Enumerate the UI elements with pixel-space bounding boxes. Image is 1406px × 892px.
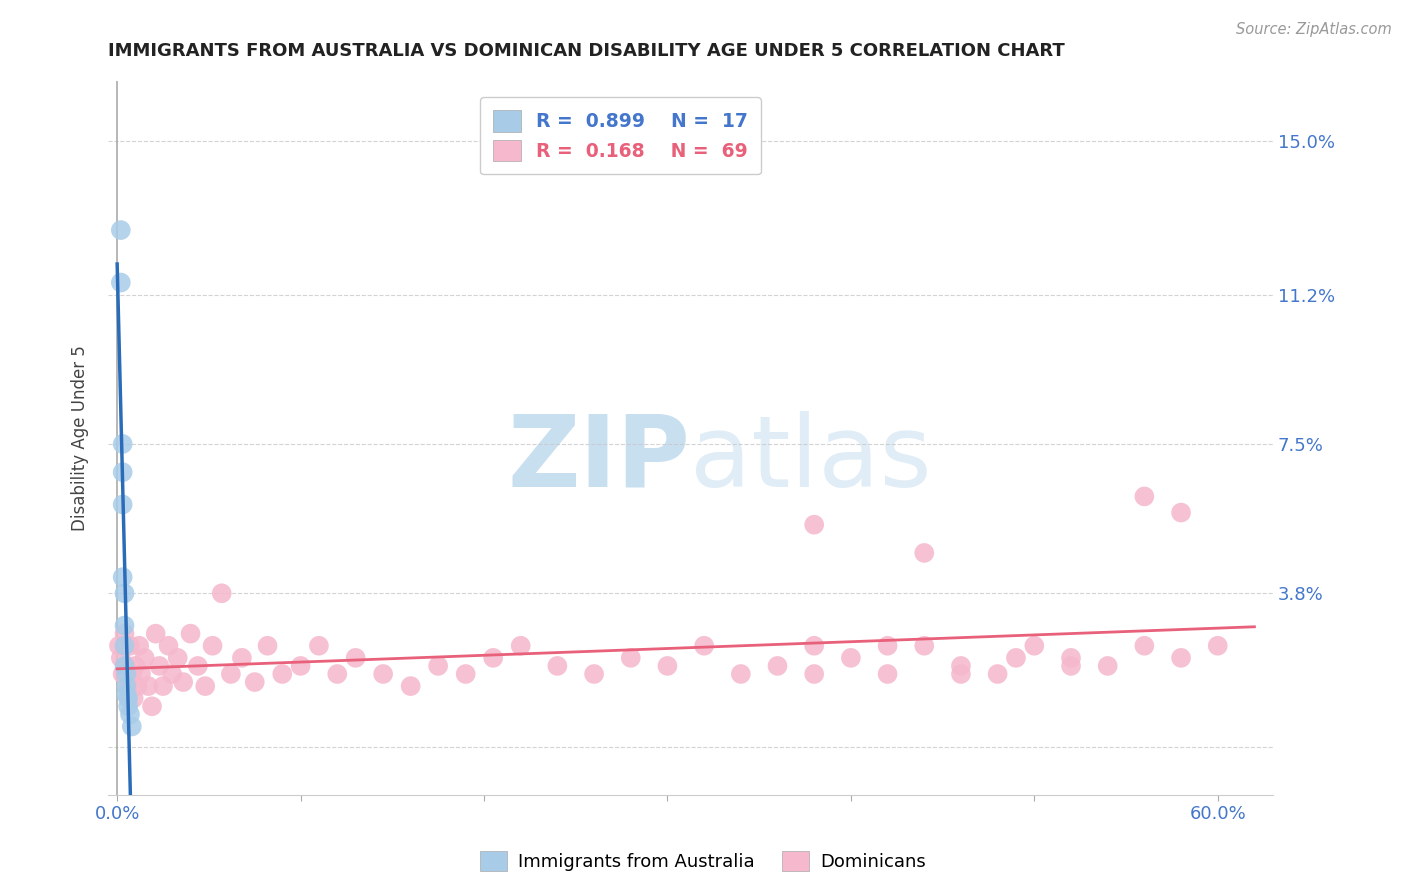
Text: ZIP: ZIP bbox=[508, 411, 690, 508]
Text: Source: ZipAtlas.com: Source: ZipAtlas.com bbox=[1236, 22, 1392, 37]
Point bbox=[1170, 506, 1192, 520]
Point bbox=[949, 659, 972, 673]
Point bbox=[111, 570, 134, 584]
Point bbox=[134, 651, 156, 665]
Point bbox=[110, 223, 132, 237]
Point bbox=[111, 465, 134, 479]
Point bbox=[803, 517, 825, 532]
Point bbox=[114, 639, 136, 653]
Point bbox=[620, 651, 643, 665]
Point bbox=[172, 675, 194, 690]
Point bbox=[114, 659, 136, 673]
Text: atlas: atlas bbox=[690, 411, 932, 508]
Point bbox=[912, 639, 935, 653]
Point bbox=[427, 659, 450, 673]
Point bbox=[124, 659, 146, 673]
Point bbox=[583, 667, 606, 681]
Point bbox=[110, 276, 132, 290]
Point bbox=[129, 667, 152, 681]
Point bbox=[949, 667, 972, 681]
Point bbox=[166, 651, 188, 665]
Point bbox=[1060, 651, 1083, 665]
Point bbox=[121, 719, 143, 733]
Y-axis label: Disability Age Under 5: Disability Age Under 5 bbox=[72, 345, 89, 531]
Point bbox=[111, 437, 134, 451]
Point bbox=[1097, 659, 1119, 673]
Point bbox=[115, 687, 138, 701]
Point bbox=[187, 659, 209, 673]
Point bbox=[803, 639, 825, 653]
Point bbox=[693, 639, 716, 653]
Point bbox=[987, 667, 1010, 681]
Point bbox=[766, 659, 789, 673]
Point bbox=[839, 651, 862, 665]
Point bbox=[114, 586, 136, 600]
Point bbox=[118, 639, 141, 653]
Legend: R =  0.899    N =  17, R =  0.168    N =  69: R = 0.899 N = 17, R = 0.168 N = 69 bbox=[479, 97, 761, 174]
Point bbox=[117, 679, 139, 693]
Point bbox=[160, 667, 183, 681]
Point bbox=[308, 639, 330, 653]
Point bbox=[115, 679, 138, 693]
Point bbox=[454, 667, 477, 681]
Point bbox=[194, 679, 217, 693]
Point bbox=[115, 659, 138, 673]
Point bbox=[111, 667, 134, 681]
Point bbox=[271, 667, 294, 681]
Point bbox=[201, 639, 224, 653]
Point bbox=[509, 639, 531, 653]
Point bbox=[876, 639, 898, 653]
Point bbox=[1024, 639, 1046, 653]
Point bbox=[1005, 651, 1028, 665]
Point bbox=[546, 659, 568, 673]
Point bbox=[114, 626, 136, 640]
Legend: Immigrants from Australia, Dominicans: Immigrants from Australia, Dominicans bbox=[474, 844, 932, 879]
Point bbox=[399, 679, 422, 693]
Point bbox=[482, 651, 505, 665]
Point bbox=[122, 691, 145, 706]
Point bbox=[118, 707, 141, 722]
Point bbox=[127, 679, 149, 693]
Point bbox=[108, 639, 131, 653]
Point bbox=[1133, 490, 1156, 504]
Point bbox=[1206, 639, 1229, 653]
Point bbox=[231, 651, 253, 665]
Point bbox=[157, 639, 180, 653]
Point bbox=[326, 667, 349, 681]
Point bbox=[138, 679, 160, 693]
Point bbox=[243, 675, 266, 690]
Point bbox=[128, 639, 150, 653]
Point bbox=[141, 699, 163, 714]
Point bbox=[876, 667, 898, 681]
Point bbox=[145, 626, 167, 640]
Point bbox=[121, 667, 143, 681]
Point bbox=[111, 498, 134, 512]
Point bbox=[148, 659, 170, 673]
Point bbox=[1060, 659, 1083, 673]
Point bbox=[344, 651, 367, 665]
Point bbox=[256, 639, 278, 653]
Point bbox=[114, 618, 136, 632]
Point bbox=[152, 679, 174, 693]
Point bbox=[1133, 639, 1156, 653]
Point bbox=[110, 651, 132, 665]
Point bbox=[115, 667, 138, 681]
Point bbox=[1170, 651, 1192, 665]
Point bbox=[730, 667, 752, 681]
Point bbox=[912, 546, 935, 560]
Point bbox=[211, 586, 233, 600]
Point bbox=[657, 659, 679, 673]
Point bbox=[219, 667, 242, 681]
Point bbox=[373, 667, 395, 681]
Text: IMMIGRANTS FROM AUSTRALIA VS DOMINICAN DISABILITY AGE UNDER 5 CORRELATION CHART: IMMIGRANTS FROM AUSTRALIA VS DOMINICAN D… bbox=[108, 42, 1064, 60]
Point bbox=[180, 626, 202, 640]
Point bbox=[117, 699, 139, 714]
Point bbox=[803, 667, 825, 681]
Point bbox=[117, 691, 139, 706]
Point bbox=[290, 659, 312, 673]
